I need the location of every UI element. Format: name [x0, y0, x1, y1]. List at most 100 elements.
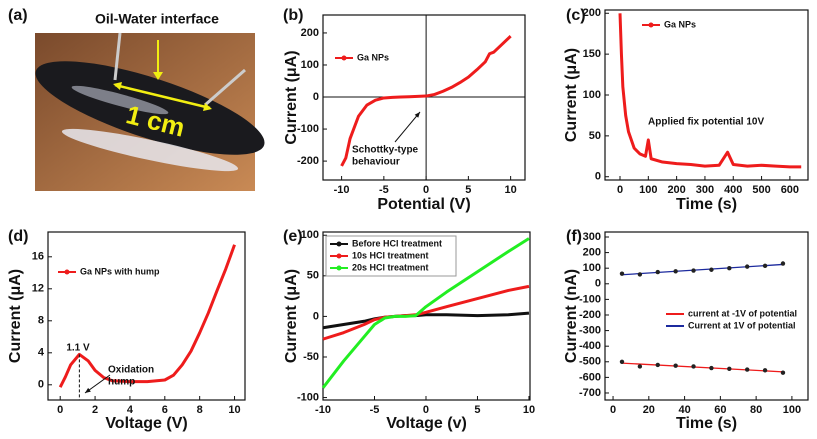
y-axis-label: Current (μA) [563, 48, 580, 142]
y-tick-label: 4 [38, 347, 45, 359]
x-axis-label: Time (s) [676, 415, 737, 432]
scale-arrow-head [113, 82, 122, 90]
y-axis-label: Current (μA) [7, 269, 24, 363]
legend-label: Ga NPs with hump [80, 266, 160, 276]
data-point [637, 272, 643, 277]
data-point [727, 366, 732, 372]
annotation: Applied fix potential 10V [648, 117, 764, 128]
legend-marker [336, 265, 342, 271]
x-tick-label: 400 [724, 184, 742, 196]
data-point [727, 265, 732, 271]
annotation: hump [108, 377, 135, 388]
y-tick-label: 200 [301, 27, 319, 39]
electrode [204, 68, 246, 107]
fit-line [621, 263, 784, 276]
panel-label: (b) [283, 7, 303, 24]
y-axis-label: Current (μA) [283, 269, 300, 363]
panel-label: (e) [283, 228, 303, 245]
data-point [691, 268, 696, 273]
legend-label: current at -1V of potential [688, 308, 797, 318]
panel-label: (c) [566, 7, 586, 24]
data-point [709, 365, 714, 371]
plot-frame [47, 231, 246, 401]
data-point [673, 363, 678, 368]
x-tick-label: 80 [750, 404, 762, 416]
legend-marker [336, 241, 342, 247]
y-tick-label: -100 [297, 391, 319, 403]
legend-marker [648, 22, 654, 28]
y-tick-label: 0 [313, 91, 319, 103]
data-point [762, 368, 768, 373]
x-tick-label: 200 [667, 184, 685, 196]
series-line [322, 311, 530, 330]
y-tick-label: -200 [297, 155, 319, 167]
annotation-arrow [394, 111, 421, 143]
data-point [709, 267, 714, 272]
y-tick-label: -100 [579, 293, 601, 305]
chart-panel: 0 2 4 6 8 10 0 4 8 12 16 (d) Voltage (V) Current (μA)… [7, 228, 246, 432]
reflection [71, 85, 169, 115]
legend-label: Before HCl treatment [352, 238, 442, 248]
data-point [780, 370, 786, 375]
x-tick-label: 5 [465, 184, 471, 196]
y-tick-label: -100 [297, 123, 319, 135]
y-tick-label: 12 [32, 283, 44, 295]
reflection [61, 128, 239, 172]
panel-label: (a) [8, 7, 28, 24]
series-line [321, 237, 530, 389]
x-tick-label: 100 [783, 404, 801, 416]
y-tick-label: -200 [579, 309, 601, 321]
x-axis-label: Potential (V) [377, 196, 470, 213]
annotation: behaviour [352, 157, 400, 168]
y-tick-label: 300 [583, 231, 601, 243]
y-tick-label: 50 [307, 270, 319, 282]
x-tick-label: -5 [379, 184, 389, 196]
y-tick-label: 150 [583, 48, 601, 60]
data-point [691, 364, 696, 369]
data-point [619, 359, 625, 364]
panel-label: (d) [8, 228, 28, 245]
y-tick-label: -400 [579, 340, 601, 352]
y-tick-label: -300 [579, 324, 601, 336]
plot-frame [604, 9, 809, 181]
legend-label: Current at 1V of potential [688, 320, 796, 330]
legend-marker [336, 253, 342, 259]
legend-marker [64, 269, 70, 275]
x-tick-label: 8 [197, 404, 203, 416]
x-axis-label: Time (s) [676, 196, 737, 213]
y-tick-label: 0 [38, 379, 44, 391]
y-tick-label: -50 [303, 351, 319, 363]
x-tick-label: 10 [505, 184, 517, 196]
photo: 1 cm Oil-Water interface (a) [8, 7, 265, 191]
x-axis-label: Voltage (v) [386, 415, 467, 432]
x-tick-label: 600 [781, 184, 799, 196]
x-tick-label: 10 [228, 404, 240, 416]
x-tick-label: 40 [678, 404, 690, 416]
x-tick-label: -10 [315, 404, 331, 416]
y-tick-label: 0 [595, 171, 601, 183]
x-tick-label: 0 [617, 184, 623, 196]
fit-line [621, 362, 783, 373]
photo-caption: Oil-Water interface [95, 11, 219, 27]
data-point [762, 263, 768, 269]
x-tick-label: 60 [714, 404, 726, 416]
plot-frame [604, 231, 809, 401]
x-tick-label: 10 [523, 404, 535, 416]
series-line [618, 13, 802, 169]
data-point [655, 362, 660, 368]
data-point [673, 269, 678, 274]
annotation: Oxidation [108, 365, 154, 376]
data-point [780, 261, 786, 266]
annotation-arrow-head [85, 387, 91, 393]
y-axis-label: Current (μA) [283, 50, 300, 144]
data-point [619, 271, 625, 276]
y-tick-label: 100 [583, 262, 601, 274]
legend-label: 20s HCl treatment [352, 262, 429, 272]
y-tick-label: -500 [579, 356, 601, 368]
annotation: Schottky-type [352, 145, 419, 156]
y-tick-label: -600 [579, 371, 601, 383]
